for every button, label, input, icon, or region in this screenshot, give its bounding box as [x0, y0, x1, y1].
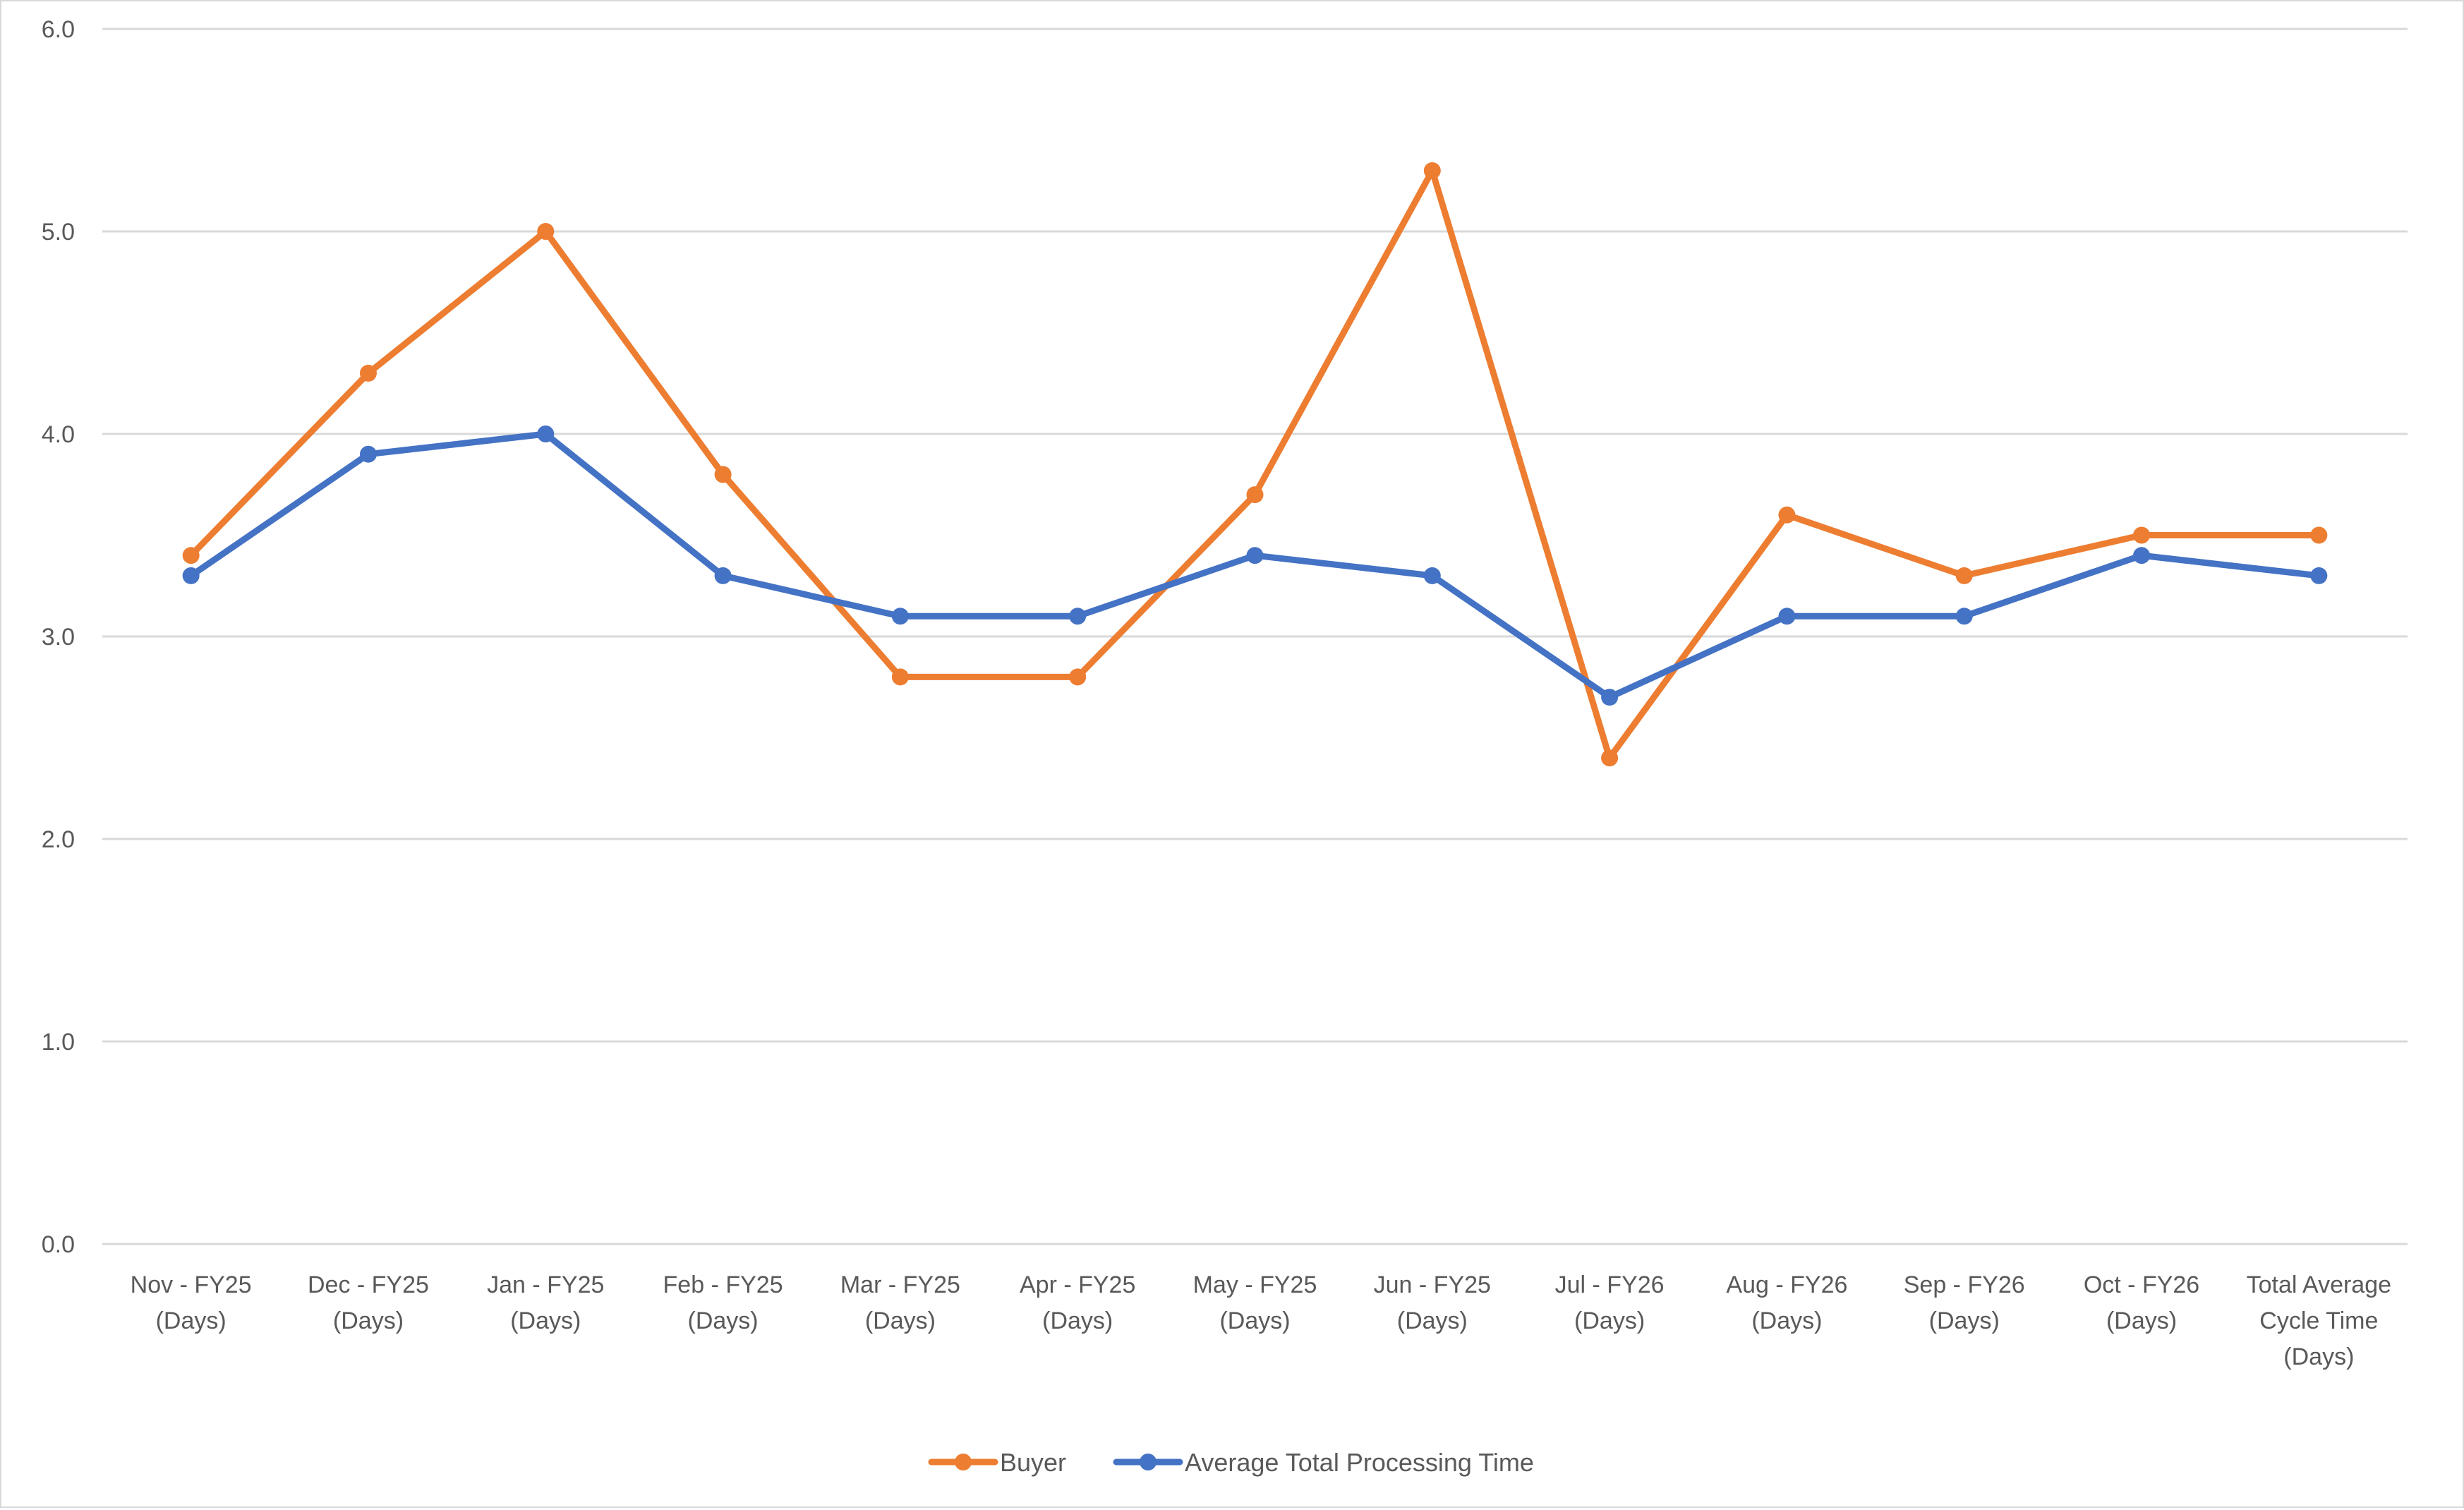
legend-item-average-total-processing-time: Average Total Processing Time	[1113, 1448, 1534, 1477]
data-point-marker	[891, 608, 909, 625]
data-point-marker	[1955, 608, 1973, 625]
y-tick-label: 2.0	[42, 826, 75, 853]
data-point-marker	[1601, 749, 1619, 767]
x-axis-labels: Nov - FY25 (Days) Dec - FY25 (Days) Jan - FY…	[131, 1272, 2391, 1370]
x-tick-label: Total Average Cycle Time (Days)	[2247, 1272, 2391, 1370]
x-tick-label: Aug - FY26 (Days)	[1726, 1272, 1847, 1334]
data-point-marker	[2310, 567, 2328, 584]
series-line	[188, 167, 2322, 761]
data-point-marker	[1778, 506, 1796, 524]
x-tick-label: Apr - FY25 (Days)	[1020, 1272, 1135, 1334]
legend: Buyer Average Total Processing Time	[928, 1448, 1534, 1477]
data-point-marker	[2310, 526, 2328, 544]
series-average-total-processing-time	[182, 425, 2328, 706]
data-point-marker	[1423, 567, 1441, 584]
legend-label: Average Total Processing Time	[1185, 1448, 1534, 1477]
data-point-marker	[182, 547, 200, 564]
y-tick-label: 5.0	[42, 219, 75, 246]
x-tick-label: Dec - FY25 (Days)	[308, 1272, 429, 1334]
y-tick-label: 3.0	[42, 624, 75, 651]
x-tick-label: May - FY25 (Days)	[1193, 1272, 1317, 1334]
data-point-marker	[714, 567, 732, 584]
data-point-marker	[537, 425, 555, 442]
data-point-marker	[1955, 567, 1973, 584]
data-point-marker	[2133, 526, 2151, 544]
series-buyer	[182, 162, 2328, 767]
y-tick-label: 0.0	[42, 1231, 75, 1258]
data-point-marker	[2133, 547, 2151, 564]
legend-label: Buyer	[1000, 1448, 1066, 1477]
data-point-marker	[1246, 486, 1264, 504]
y-tick-label: 4.0	[42, 421, 75, 448]
data-point-marker	[1423, 162, 1441, 179]
x-tick-label: Feb - FY25 (Days)	[663, 1272, 783, 1334]
y-tick-label: 1.0	[42, 1029, 75, 1056]
x-tick-label: Jul - FY26 (Days)	[1555, 1272, 1665, 1334]
y-axis-labels: 0.0 1.0 2.0 3.0 4.0 5.0 6.0	[42, 16, 75, 1258]
x-tick-label: Mar - FY25 (Days)	[840, 1272, 960, 1334]
data-point-marker	[537, 223, 555, 240]
data-point-marker	[1778, 608, 1796, 625]
x-tick-label: Jan - FY25 (Days)	[487, 1272, 604, 1334]
x-tick-label: Jun - FY25 (Days)	[1374, 1272, 1491, 1334]
legend-item-buyer: Buyer	[928, 1448, 1066, 1477]
series-lines	[182, 162, 2328, 767]
data-point-marker	[359, 364, 377, 382]
x-tick-label: Sep - FY26 (Days)	[1904, 1272, 2025, 1334]
x-tick-label: Oct - FY26 (Days)	[2084, 1272, 2199, 1334]
data-point-marker	[1601, 689, 1619, 706]
data-point-marker	[1246, 547, 1264, 564]
gridlines	[102, 28, 2408, 1245]
y-tick-label: 6.0	[42, 16, 75, 43]
data-point-marker	[891, 668, 909, 686]
data-point-marker	[182, 567, 200, 584]
legend-marker-icon	[955, 1454, 972, 1470]
data-point-marker	[714, 466, 732, 483]
data-point-marker	[1069, 608, 1087, 625]
legend-marker-icon	[1140, 1454, 1156, 1470]
data-point-marker	[359, 445, 377, 463]
data-point-marker	[1069, 668, 1087, 686]
x-tick-label: Nov - FY25 (Days)	[131, 1272, 252, 1334]
